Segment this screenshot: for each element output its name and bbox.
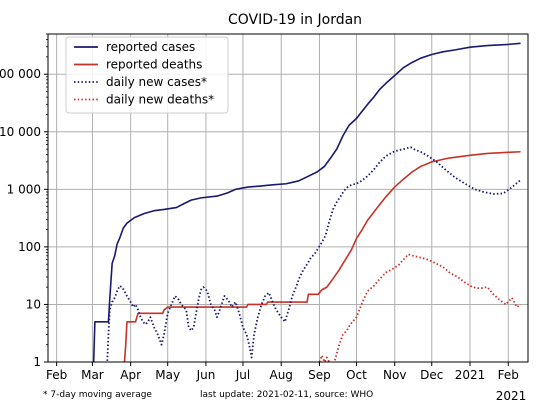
legend: reported cases reported deaths daily new c… [65,36,229,114]
legend-label: reported cases [106,40,195,54]
legend-box [65,36,229,114]
x-tick-label: Mar [81,368,104,382]
legend-label: daily new cases* [106,75,207,89]
x-tick-label: Apr [120,368,141,382]
y-tick-label: 10 000 [0,125,41,139]
y-tick-label: 1 [33,355,41,369]
x-tick-label: Oct [346,368,367,382]
series-line-2 [106,146,522,362]
series-line-3 [318,253,522,362]
x-tick-label: May [155,368,180,382]
series-line-0 [92,42,521,362]
x-tick-label: Feb [498,368,519,382]
x-tick-label: Jun [196,368,216,382]
y-tick-label: 10 [26,297,41,311]
footnote-source: last update: 2021-02-11, source: WHO [200,390,373,400]
year-label: 2021 [496,389,527,403]
tick-layer: Feb Mar Apr May Jun Jul Aug Sep Oct Nov Dec 2021 Feb… [0,33,519,382]
x-tick-label: Feb [46,368,67,382]
x-tick-label: Nov [383,368,406,382]
x-tick-label: Dec [420,368,443,382]
series-layer [92,42,522,362]
legend-label: daily new deaths* [106,93,214,107]
chart-title: COVID-19 in Jordan [228,12,362,28]
footnote-moving-average: * 7-day moving average [43,390,152,400]
y-tick-label: 100 [18,240,41,254]
x-tick-label: Sep [308,368,331,382]
legend-label: reported deaths [106,58,202,72]
series-line-1 [122,150,521,362]
y-tick-label: 1 000 [7,182,41,196]
x-tick-label: Jul [235,368,250,382]
x-tick-label: 2021 [455,368,486,382]
x-tick-label: Aug [269,368,292,382]
y-tick-label: 100 000 [0,67,41,81]
